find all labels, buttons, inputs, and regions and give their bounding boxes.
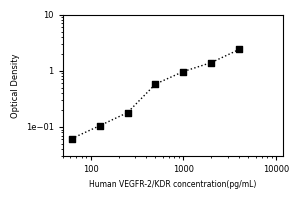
Point [209, 61, 214, 64]
Point [97, 124, 102, 127]
Point [237, 48, 242, 51]
Point [153, 82, 158, 86]
Point [125, 111, 130, 114]
Point [69, 137, 74, 140]
Y-axis label: Optical Density: Optical Density [11, 53, 20, 118]
X-axis label: Human VEGFR-2/KDR concentration(pg/mL): Human VEGFR-2/KDR concentration(pg/mL) [89, 180, 257, 189]
Point [181, 70, 186, 73]
